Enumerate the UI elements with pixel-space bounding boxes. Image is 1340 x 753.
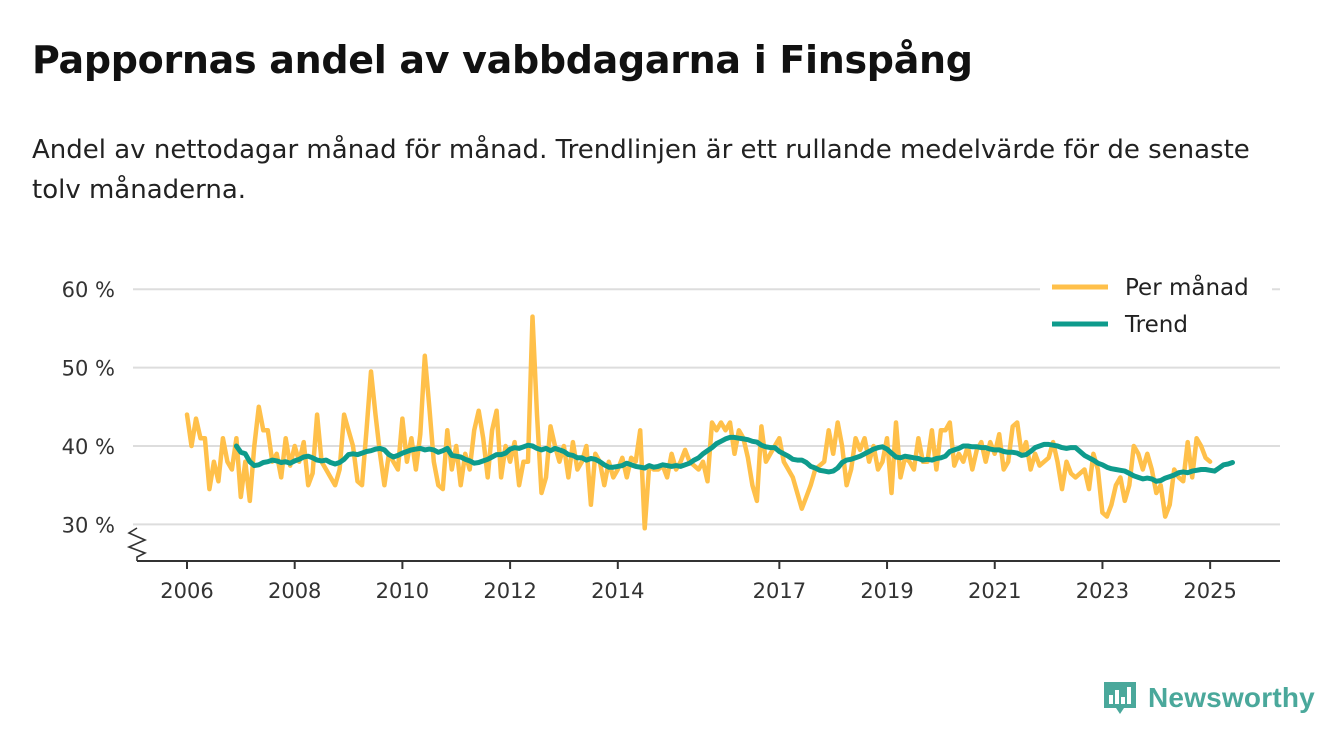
brand-name: Newsworthy (1148, 682, 1315, 713)
x-tick-label: 2010 (376, 579, 429, 603)
y-tick-label: 50 % (62, 357, 115, 381)
y-axis-ticks: 30 % 40 % 50 % 60 % (62, 278, 115, 537)
legend-label: Per månad (1125, 273, 1249, 301)
legend: Per månad Trend (1040, 270, 1272, 342)
x-tick-label: 2006 (160, 579, 213, 603)
series-lines (184, 314, 1235, 531)
x-tick-label: 2019 (860, 579, 913, 603)
x-tick-label: 2012 (483, 579, 536, 603)
x-tick-label: 2017 (753, 579, 806, 603)
series-line-trend (233, 434, 1235, 484)
chart-subtitle: Andel av nettodagar månad för månad. Tre… (32, 135, 1250, 205)
x-axis-ticks: 2006 2008 2010 2012 2014 2017 2019 2021 2023 2025 (160, 561, 1237, 603)
y-tick-label: 60 % (62, 278, 115, 302)
x-axis (126, 527, 1280, 562)
x-tick-label: 2021 (968, 579, 1021, 603)
y-tick-label: 30 % (62, 513, 115, 537)
newsworthy-icon (1104, 682, 1136, 714)
x-tick-label: 2014 (591, 579, 644, 603)
series-line-per-manad (184, 314, 1213, 531)
x-tick-label: 2025 (1183, 579, 1236, 603)
x-tick-label: 2023 (1076, 579, 1129, 603)
x-tick-label: 2008 (268, 579, 321, 603)
legend-label: Trend (1124, 312, 1188, 338)
chart-title: Pappornas andel av vabbdagarna i Finspån… (32, 38, 973, 82)
legend-background (1040, 270, 1272, 342)
brand-logo: Newsworthy (1102, 680, 1315, 716)
axis-break-icon (126, 527, 147, 561)
y-tick-label: 40 % (62, 435, 115, 459)
